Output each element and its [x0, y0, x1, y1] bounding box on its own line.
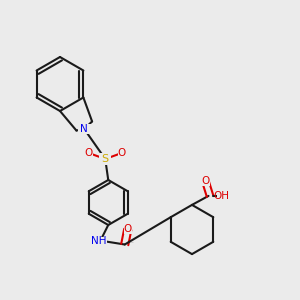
FancyBboxPatch shape	[85, 149, 93, 157]
Text: NH: NH	[92, 236, 107, 247]
Text: N: N	[80, 124, 88, 134]
FancyBboxPatch shape	[124, 225, 132, 234]
FancyBboxPatch shape	[92, 237, 107, 246]
Text: O: O	[201, 176, 210, 187]
FancyBboxPatch shape	[201, 177, 210, 186]
Text: OH: OH	[213, 191, 229, 201]
FancyBboxPatch shape	[118, 149, 126, 157]
Text: O: O	[85, 148, 93, 158]
FancyBboxPatch shape	[78, 124, 91, 134]
FancyBboxPatch shape	[217, 191, 230, 201]
Text: O: O	[118, 148, 126, 158]
Text: S: S	[102, 154, 109, 164]
Text: O: O	[124, 224, 132, 235]
FancyBboxPatch shape	[99, 153, 111, 165]
